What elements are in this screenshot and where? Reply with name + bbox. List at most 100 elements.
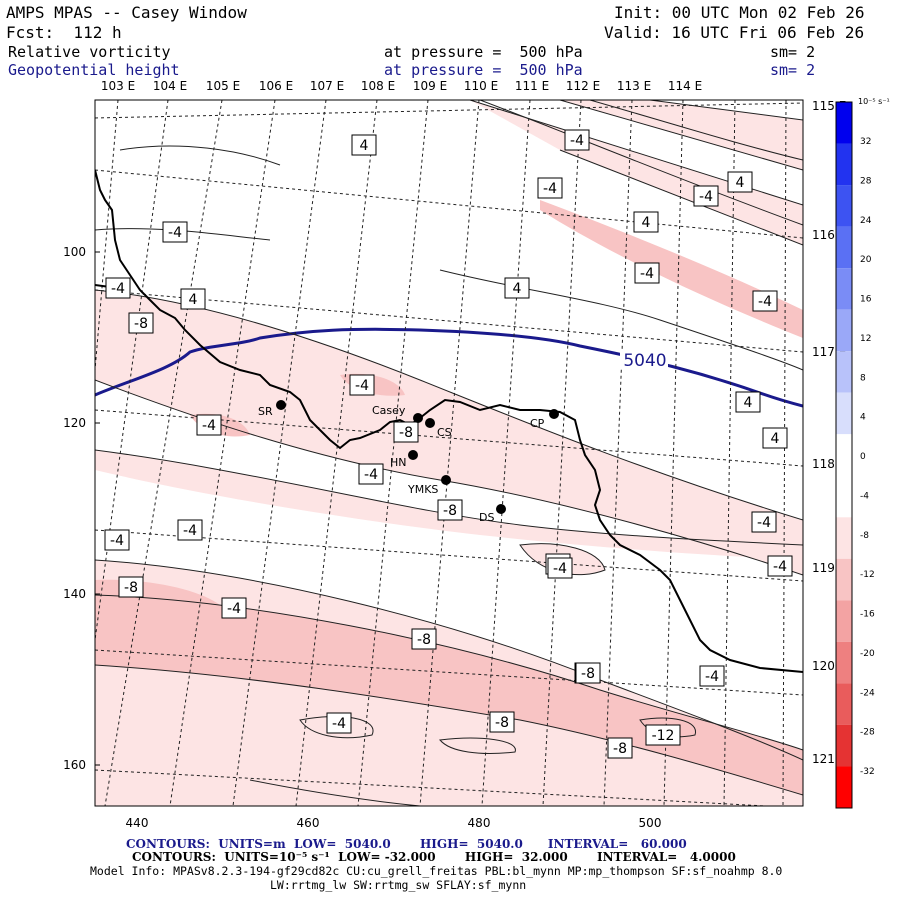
- svg-text:-8: -8: [495, 715, 509, 731]
- colorbar-label: -28: [860, 728, 875, 738]
- colorbar-swatch: [836, 268, 852, 310]
- left-tick: 160: [63, 758, 86, 772]
- colorbar-swatch: [836, 724, 852, 767]
- lon-label: 104 E: [153, 79, 187, 93]
- contour-label: -4: [767, 555, 793, 577]
- field2-smooth: sm= 2: [770, 61, 816, 79]
- lon-label: 109 E: [413, 79, 447, 93]
- lat-lon-grid: [95, 100, 803, 806]
- colorbar-swatch: [836, 434, 852, 476]
- station-cs: CS: [425, 418, 452, 439]
- svg-text:-4: -4: [111, 281, 125, 297]
- contour-label: 4: [762, 427, 788, 449]
- station-label: Casey: [372, 404, 406, 417]
- contour-label: -4: [162, 221, 188, 243]
- svg-text:-4: -4: [202, 418, 216, 434]
- contour-label-5040: 5040: [620, 349, 668, 371]
- svg-text:4: 4: [744, 395, 753, 411]
- colorbar-label: -8: [860, 531, 869, 541]
- colorbar-swatch: [836, 226, 852, 269]
- contour-label: 4: [504, 277, 530, 299]
- field1-smooth: sm= 2: [770, 43, 816, 61]
- contour-label: -4: [752, 290, 778, 312]
- init-time: Init: 00 UTC Mon 02 Feb 26: [614, 3, 865, 22]
- contour-label: -4: [105, 277, 131, 299]
- contour-label: -4: [699, 665, 725, 687]
- colorbar-swatch: [836, 600, 852, 642]
- svg-text:-4: -4: [227, 601, 241, 617]
- contour-label: -8: [575, 662, 601, 684]
- contour-label-layer: 5040: [620, 349, 668, 371]
- lon-label: 105 E: [206, 79, 240, 93]
- contour-label: -8: [128, 312, 154, 334]
- left-ticks: [95, 251, 100, 766]
- lon-label: 110 E: [464, 79, 498, 93]
- station-marker: [408, 450, 418, 460]
- forecast-hour: Fcst: 112 h: [6, 23, 122, 42]
- vorticity-label-layer: 4 -4 -4 -4 4 -4 4 4 -4 -4 4 -4 -8 -4 -4 -8 -4 -8 4 4 -4 -4 -4 -…: [104, 129, 793, 759]
- contour-label: -4: [104, 529, 130, 551]
- svg-text:-4: -4: [570, 133, 584, 149]
- station-marker: [276, 400, 286, 410]
- svg-text:-4: -4: [332, 716, 346, 732]
- colorbar-label: 0: [860, 452, 866, 462]
- svg-text:4: 4: [736, 175, 745, 191]
- colorbar-swatch: [836, 766, 852, 808]
- contour-label: -8: [437, 499, 463, 521]
- station-ymks: YMKS: [407, 475, 451, 496]
- valid-time: Valid: 16 UTC Fri 06 Feb 26: [604, 23, 865, 42]
- field2-pressure: at pressure = 500 hPa: [384, 61, 583, 79]
- svg-text:-4: -4: [168, 225, 182, 241]
- svg-text:-8: -8: [124, 580, 138, 596]
- svg-text:-4: -4: [553, 561, 567, 577]
- lon-label: 112 E: [566, 79, 600, 93]
- station-marker: [413, 413, 423, 423]
- field1-pressure: at pressure = 500 hPa: [384, 43, 583, 61]
- svg-text:-8: -8: [613, 741, 627, 757]
- colorbar-swatch: [836, 102, 852, 144]
- svg-text:4: 4: [642, 215, 651, 231]
- left-tick-labels: 100 120 140 160: [63, 245, 86, 772]
- svg-text:-4: -4: [364, 467, 378, 483]
- svg-text:-4: -4: [705, 669, 719, 685]
- left-tick: 100: [63, 245, 86, 259]
- svg-text:4: 4: [189, 292, 198, 308]
- colorbar-label: 4: [860, 413, 866, 423]
- svg-text:-4: -4: [355, 378, 369, 394]
- lon-label: 107 E: [310, 79, 344, 93]
- field1-name: Relative vorticity: [8, 43, 171, 61]
- colorbar-swatch: [836, 309, 852, 352]
- colorbar-swatch: [836, 558, 852, 601]
- colorbar-label: -16: [860, 610, 875, 620]
- svg-text:-4: -4: [699, 189, 713, 205]
- station-marker: [441, 475, 451, 485]
- station-marker: [496, 504, 506, 514]
- station-label: CS: [437, 426, 452, 439]
- station-cp: CP: [530, 409, 559, 430]
- contour-label: 4: [180, 288, 206, 310]
- contour-label: -8: [411, 628, 437, 650]
- svg-text:5040: 5040: [623, 351, 666, 371]
- contour-label: -4: [547, 557, 573, 579]
- colorbar-swatch: [836, 683, 852, 725]
- station-label: CP: [530, 417, 545, 430]
- svg-text:-4: -4: [110, 533, 124, 549]
- colorbar-label: 16: [860, 295, 872, 305]
- colorbar-unit: 10⁻⁵ s⁻¹: [858, 97, 890, 106]
- station-marker: [425, 418, 435, 428]
- colorbar-label: -24: [860, 688, 875, 698]
- station-label: DS: [479, 511, 494, 524]
- contour-label: -4: [634, 262, 660, 284]
- colorbar-swatch: [836, 351, 852, 393]
- plot-title: AMPS MPAS -- Casey Window: [6, 3, 247, 22]
- footer-vorticity-contours: CONTOURS: UNITS=10⁻⁵ s⁻¹ LOW= -32.000 HI…: [132, 850, 736, 864]
- colorbar-swatch: [836, 143, 852, 186]
- svg-text:-4: -4: [758, 294, 772, 310]
- colorbar-label: -32: [860, 767, 875, 777]
- contour-label: -4: [751, 511, 777, 533]
- contour-label: -4: [326, 712, 352, 734]
- contour-label: -4: [196, 414, 222, 436]
- bottom-tick: 440: [126, 816, 149, 830]
- colorbar-swatch: [836, 392, 852, 435]
- lon-label: 108 E: [361, 79, 395, 93]
